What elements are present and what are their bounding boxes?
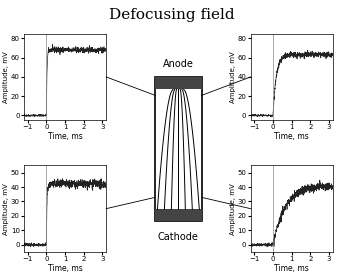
X-axis label: Time, ms: Time, ms bbox=[274, 263, 309, 272]
Y-axis label: Amplitude, mV: Amplitude, mV bbox=[230, 183, 236, 235]
Y-axis label: Amplitude, mV: Amplitude, mV bbox=[3, 183, 10, 235]
X-axis label: Time, ms: Time, ms bbox=[48, 132, 82, 141]
Text: Cathode: Cathode bbox=[158, 232, 199, 242]
Y-axis label: Amplitude, mV: Amplitude, mV bbox=[230, 51, 236, 103]
X-axis label: Time, ms: Time, ms bbox=[274, 132, 309, 141]
Bar bbox=[155, 209, 202, 221]
Text: Defocusing field: Defocusing field bbox=[109, 8, 234, 22]
Bar bbox=[155, 77, 202, 89]
Y-axis label: Amplitude, mV: Amplitude, mV bbox=[3, 51, 10, 103]
Text: Anode: Anode bbox=[163, 59, 194, 69]
Bar bbox=[155, 77, 202, 221]
X-axis label: Time, ms: Time, ms bbox=[48, 263, 82, 272]
